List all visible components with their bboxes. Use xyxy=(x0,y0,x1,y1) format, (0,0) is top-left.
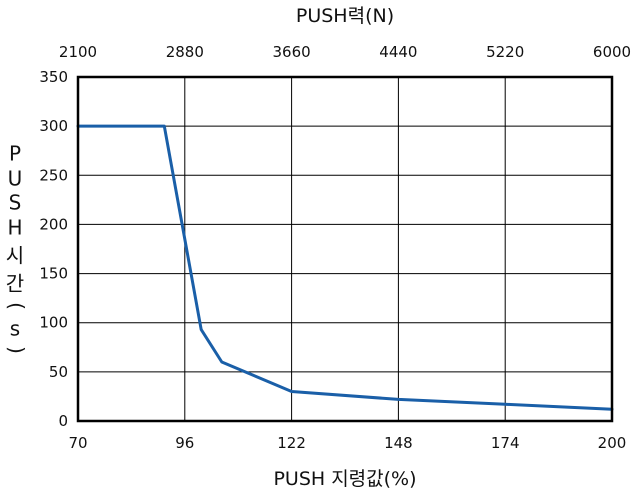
y-axis-title-char: U xyxy=(8,167,23,191)
x2-tick-labels: 2100 2880 3660 4440 5220 6000 xyxy=(59,43,631,61)
y-tick-label: 350 xyxy=(39,68,68,86)
x2-tick-label: 6000 xyxy=(593,43,631,61)
y-tick-label: 250 xyxy=(39,166,68,184)
y-axis-title-char: S xyxy=(9,191,22,215)
y-axis-title-char: P xyxy=(9,142,21,166)
y-tick-label: 150 xyxy=(39,265,68,283)
x-tick-label: 174 xyxy=(491,434,520,452)
x-tick-labels: 70 96 122 148 174 200 xyxy=(68,434,626,452)
series-line xyxy=(76,124,614,411)
y-tick-label: 50 xyxy=(49,363,68,381)
grid-lines xyxy=(78,77,612,421)
x2-axis-title: PUSH력(N) xyxy=(296,5,394,27)
y-axis-title-char: ) xyxy=(5,346,29,354)
x2-tick-label: 2100 xyxy=(59,43,97,61)
x-tick-label: 70 xyxy=(68,434,87,452)
x-axis-title: PUSH 지령값(%) xyxy=(273,468,416,490)
y-axis-title-char: ( xyxy=(5,302,29,310)
y-axis-title-char: 간 xyxy=(6,272,24,296)
y-tick-label: 200 xyxy=(39,215,68,233)
y-tick-label: 100 xyxy=(39,314,68,332)
y-tick-label: 300 xyxy=(39,117,68,135)
plot-frame xyxy=(76,75,614,423)
y-axis-title-char: H xyxy=(7,216,22,240)
x2-tick-label: 2880 xyxy=(166,43,204,61)
x-tick-label: 96 xyxy=(175,434,194,452)
y-axis-title-char: 시 xyxy=(6,244,24,268)
x2-tick-label: 3660 xyxy=(273,43,311,61)
x2-tick-label: 4440 xyxy=(379,43,417,61)
x2-tick-label: 5220 xyxy=(486,43,524,61)
x-tick-label: 122 xyxy=(277,434,306,452)
series-layer xyxy=(76,124,614,411)
y-tick-label: 0 xyxy=(58,412,68,430)
y-tick-labels: 0 50 100 150 200 250 300 350 xyxy=(39,68,68,430)
y-axis-title-char: s xyxy=(10,317,20,341)
x-tick-label: 200 xyxy=(598,434,627,452)
x-tick-label: 148 xyxy=(384,434,413,452)
